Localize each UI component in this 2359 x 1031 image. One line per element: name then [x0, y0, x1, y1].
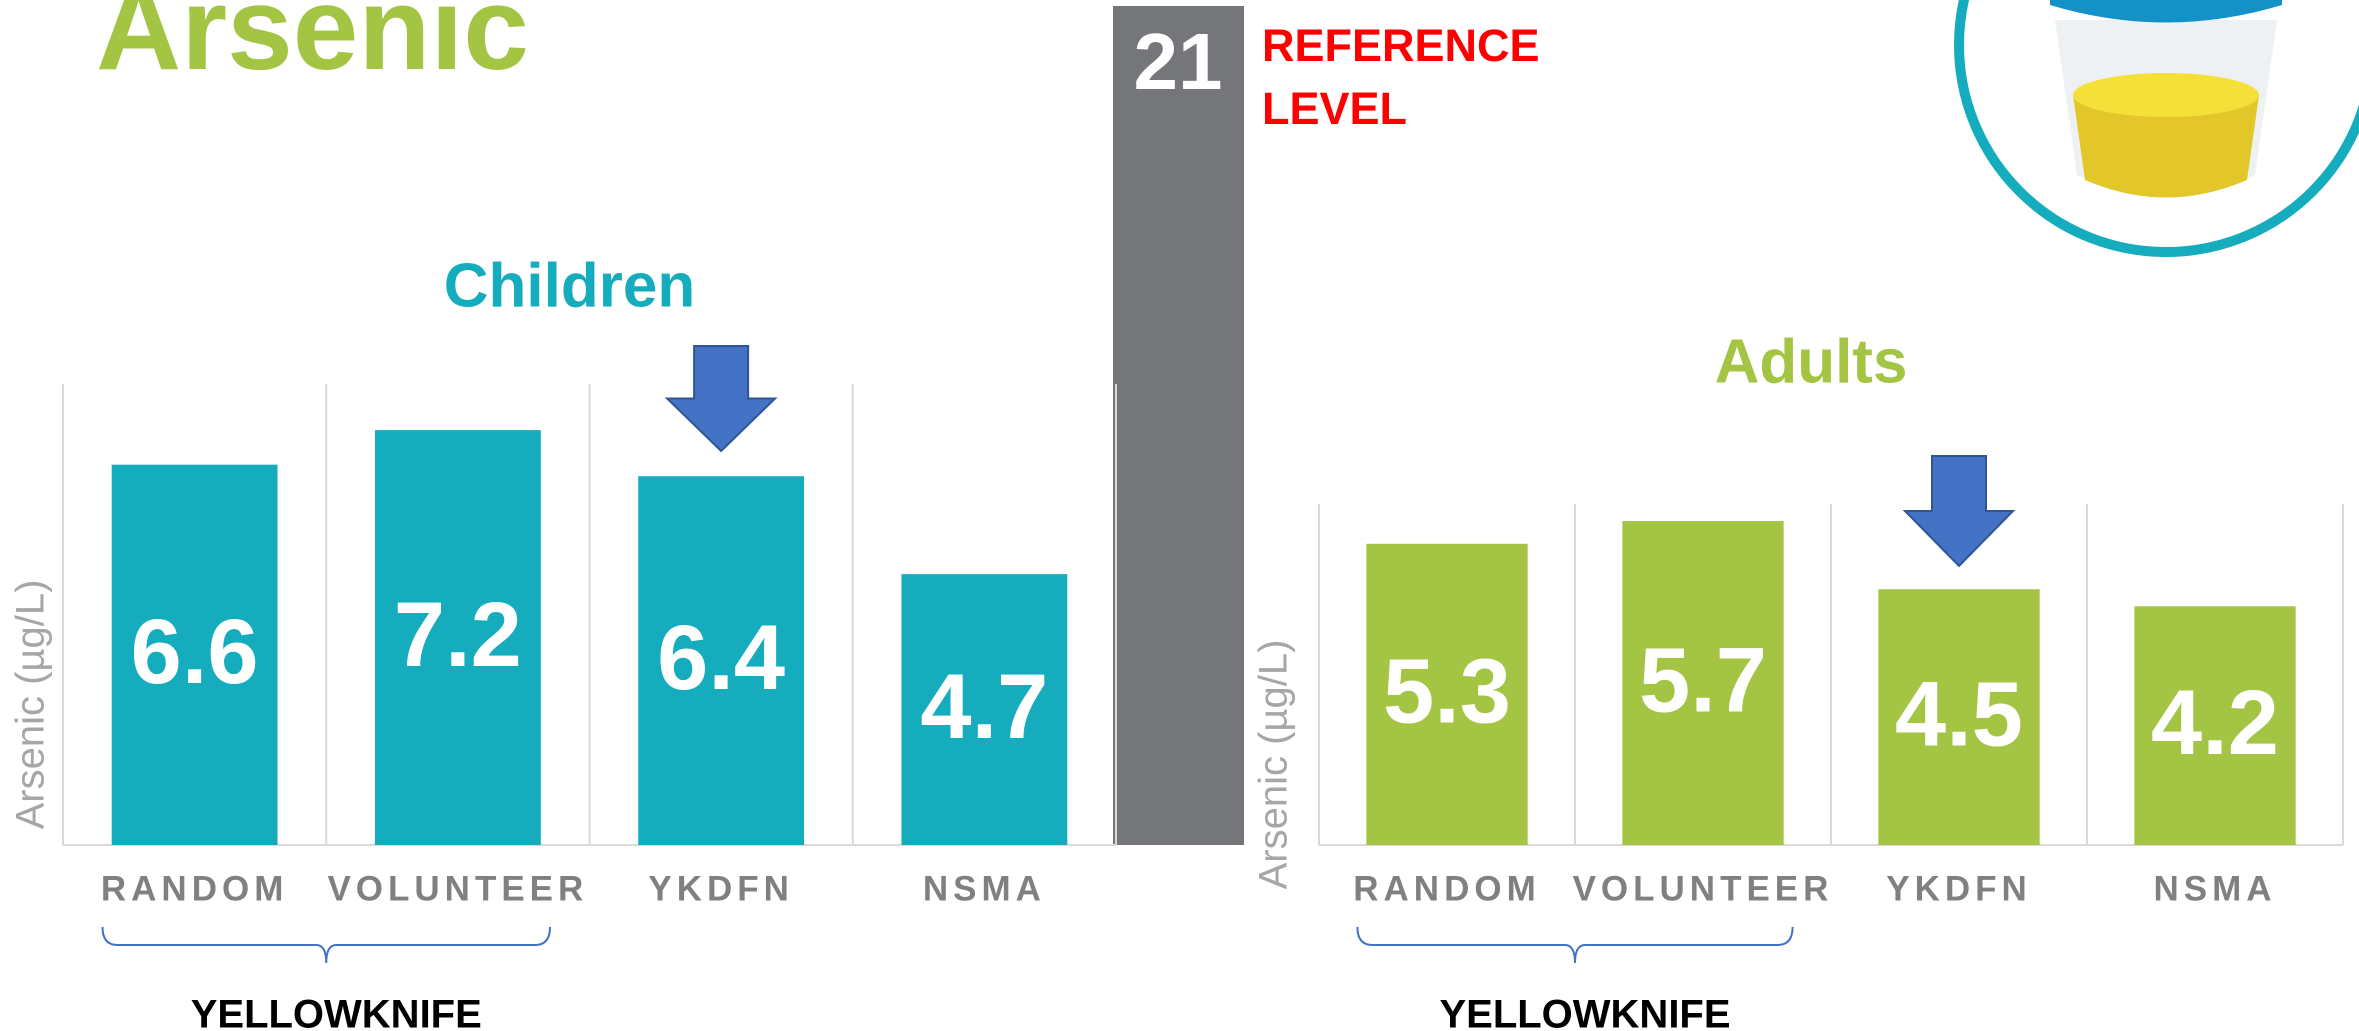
x-tick-label: YKDFN	[1886, 869, 2032, 908]
bar	[374, 430, 541, 845]
bar	[1622, 521, 1784, 845]
chart-title: Children	[444, 251, 695, 320]
value-label: 6.4	[657, 607, 785, 709]
cup-liquid	[2073, 95, 2259, 198]
x-tick-label: YKDFN	[648, 869, 794, 908]
y-axis-label: Arsenic (µg/L)	[9, 580, 53, 830]
pointer-arrow	[664, 345, 778, 453]
chart-title: Adults	[1715, 327, 1908, 396]
cup-surface	[2073, 73, 2259, 117]
group-brace	[101, 926, 552, 964]
group-label: YELLOWKNIFE	[1439, 993, 1730, 1031]
bar	[901, 574, 1068, 845]
bar	[1366, 543, 1528, 845]
value-label: 4.2	[2151, 672, 2279, 774]
value-label: 4.5	[1895, 663, 2023, 765]
reference-value: 21	[1134, 17, 1223, 106]
value-label: 4.7	[920, 656, 1048, 758]
value-label: 7.2	[394, 584, 522, 686]
x-tick-label: NSMA	[2153, 869, 2276, 908]
x-tick-label: NSMA	[923, 869, 1046, 908]
y-axis-label: Arsenic (µg/L)	[1252, 640, 1296, 890]
reference-bar	[1113, 6, 1244, 845]
x-tick-label: RANDOM	[101, 869, 288, 908]
pointer-arrow	[1902, 455, 2016, 568]
x-tick-label: VOLUNTEER	[327, 869, 588, 908]
reference-label: REFERENCE LEVEL	[1262, 20, 1540, 134]
x-tick-label: VOLUNTEER	[1573, 869, 1834, 908]
slide-title: Arsenic	[96, 0, 529, 95]
cup-lid	[2050, 0, 2282, 23]
bar	[638, 476, 805, 845]
group-brace	[1356, 926, 1794, 964]
bar	[2134, 606, 2296, 845]
value-label: 5.7	[1639, 629, 1767, 731]
bar	[1878, 589, 2040, 845]
x-tick-label: RANDOM	[1353, 869, 1540, 908]
bar	[111, 464, 278, 845]
value-label: 6.6	[131, 601, 259, 703]
value-label: 5.3	[1383, 641, 1511, 743]
group-label: YELLOWKNIFE	[191, 993, 482, 1031]
cup-icon	[1954, 0, 2359, 257]
